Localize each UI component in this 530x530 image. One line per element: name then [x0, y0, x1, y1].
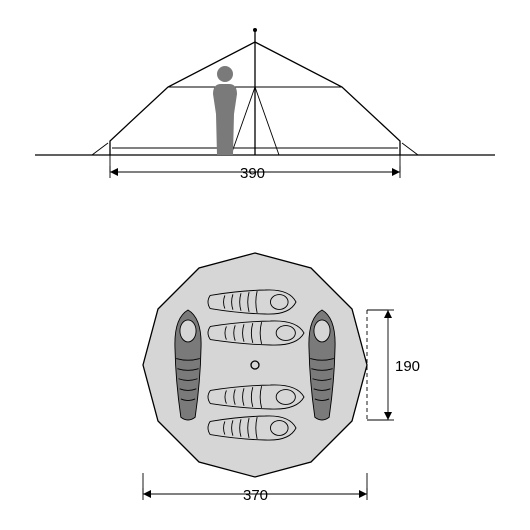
sleeping-bag	[208, 290, 296, 314]
person-icon	[213, 84, 237, 155]
dim-plan-width: 370	[243, 487, 268, 504]
diagram-container: 390 370 190	[0, 0, 530, 530]
sleeping-bag	[208, 416, 296, 440]
sleeping-bag	[208, 321, 304, 345]
sleeping-bag	[175, 310, 201, 420]
diagram-svg	[0, 0, 530, 530]
dim-plan-half: 190	[395, 358, 420, 375]
dim-tent-width: 390	[240, 165, 265, 182]
sleeping-bag	[309, 310, 335, 420]
sleeping-bag	[208, 385, 304, 409]
